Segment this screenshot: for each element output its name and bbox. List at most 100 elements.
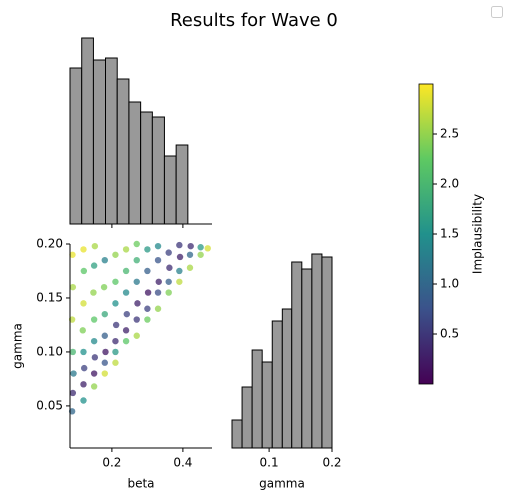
histogram-bar [175,144,189,225]
scatter-point [154,289,162,296]
colorbar-tick-label: 0.5 [440,327,459,341]
scatter-point [112,278,119,285]
y-tick-label: 0.20 [36,237,63,251]
scatter-point [186,251,194,258]
histogram-bar [105,57,118,225]
scatter-point [80,397,87,404]
scatter-point [155,278,162,285]
histogram-bar [281,308,293,449]
scatter-point [154,242,162,250]
x-axis-label: beta [127,477,154,491]
colorbar [418,83,434,385]
scatter-point [144,289,152,296]
scatter-point [69,348,77,356]
scatter-point [112,337,119,345]
x-tick-label: 0.4 [173,456,192,470]
y-tick-label: 0.15 [36,290,63,304]
histogram-bar [140,111,153,225]
histogram-bar [69,67,83,225]
histogram-bar [231,419,243,449]
scatter-point [176,253,184,261]
colorbar-tick-label: 1.0 [440,277,459,291]
scatter-point [69,389,77,397]
scatter-point [102,348,109,356]
scatter-point [165,249,172,256]
scatter-point [101,370,108,377]
y-tick-label: 0.05 [36,398,63,412]
scatter-point [166,264,173,271]
histogram-bar [311,253,323,449]
x-axis-label: gamma [259,477,305,491]
colorbar-label: Implausibility [471,194,485,274]
histogram-bar [128,101,142,225]
scatter-point [80,348,87,356]
scatter-point [69,251,76,258]
scatter-point [80,267,88,275]
scatter-point [133,256,140,264]
scatter-point [112,348,119,356]
scatter-point [176,278,183,285]
scatter-point [101,310,108,318]
x-tick-label: 0.2 [102,456,121,470]
scatter-point [80,300,87,307]
scatter-point [100,283,108,291]
y-axis-label: gamma [11,323,25,369]
histogram-bar [163,155,177,225]
scatter-point [90,337,98,345]
figure-title: Results for Wave 0 [170,10,338,31]
scatter-point [112,321,120,329]
scatter-point [70,370,77,377]
scatter-point [90,383,98,390]
scatter-point [122,289,130,296]
scatter-point [101,359,108,366]
scatter-point [80,246,87,253]
scatter-point [144,267,151,275]
scatter-point [144,246,151,253]
scatter-point [144,305,151,312]
scatter-point [68,408,76,415]
scatter-point [176,267,183,275]
scatter-point [101,332,108,339]
scatter-point [133,240,140,248]
scatter-point [69,283,77,291]
scatter-point [80,381,87,388]
scatter-point [154,305,162,312]
histogram-bar [301,268,313,449]
scatter-point [204,245,211,252]
scatter-point [133,316,140,323]
scatter-point [101,256,108,264]
scatter-point [123,310,130,318]
histogram-bar [291,261,303,449]
scatter-point [165,278,172,285]
scatter-point [91,354,99,361]
histogram-bar [271,320,283,449]
histogram-bar [321,256,333,449]
scatter-point [90,370,98,377]
scatter-point [133,278,140,285]
scatter-point [197,251,204,258]
scatter-point [154,256,162,264]
scatter-point [187,242,194,250]
x-tick-label: 0.2 [322,456,341,470]
histogram-bar [241,386,253,449]
histogram-bar [261,361,273,449]
colorbar-tick-label: 2.5 [440,127,459,141]
histogram-bar [251,349,263,449]
scatter-point [122,246,130,253]
scatter-point [90,316,98,323]
y-tick-label: 0.10 [36,344,63,358]
empty-legend [491,6,503,18]
scatter-point [79,327,86,334]
scatter-point [91,242,99,250]
scatter-point [112,251,119,258]
histogram-bar [151,116,165,225]
colorbar-tick-label: 1.5 [440,227,459,241]
scatter-point [81,364,88,372]
scatter-point [133,332,140,339]
colorbar-tick-label: 2.0 [440,177,459,191]
scatter-point [122,337,130,345]
scatter-point [165,289,172,296]
scatter-point [122,327,130,334]
scatter-point [68,316,76,323]
